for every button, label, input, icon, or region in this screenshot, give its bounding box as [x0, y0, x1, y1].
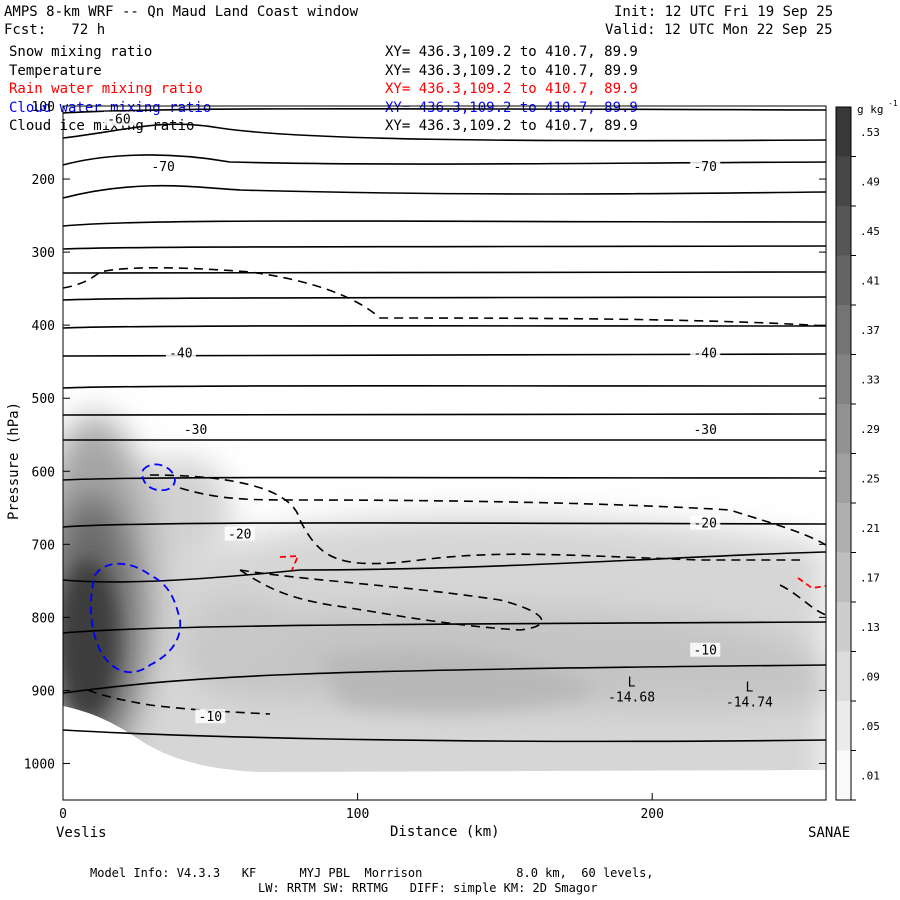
field-name-snow: Snow mixing ratio — [9, 44, 153, 60]
isotherm-label: -20 — [228, 528, 251, 543]
colorbar-swatch — [836, 255, 851, 306]
x-tick-label: 0 — [59, 807, 67, 822]
isotherms — [63, 107, 826, 743]
y-tick-label: 1000 — [24, 757, 55, 772]
y-axis-title: Pressure (hPa) — [6, 402, 22, 520]
colorbar-swatch — [836, 552, 851, 603]
plot-frame — [62, 105, 827, 801]
colorbar-swatch — [836, 305, 851, 355]
colorbar-label: .45 — [860, 225, 880, 238]
contour-labels: -70 -70-60-40 -40-30 -30-20-20-10-10L-14.68… — [103, 111, 773, 725]
colorbar-swatch — [836, 750, 851, 801]
colorbar-unit: g kg — [857, 103, 884, 116]
y-tick-label: 800 — [32, 611, 55, 626]
colorbar-swatch — [836, 354, 851, 405]
colorbar-frame — [835, 106, 852, 801]
start-location: Veslis — [56, 825, 107, 841]
colorbar-unit-exponent: -1 — [888, 99, 898, 108]
colorbar-swatch — [836, 206, 851, 256]
colorbar-swatch — [836, 503, 851, 553]
isotherm-label: -60 — [107, 113, 130, 128]
colorbar-label: .49 — [860, 175, 880, 188]
y-tick-label: 200 — [32, 173, 55, 188]
cloud-ice-contours — [63, 267, 826, 715]
field-xy-cloud-water: XY= 436.3,109.2 to 410.7, 89.9 — [385, 100, 638, 116]
y-tick-label: 500 — [32, 392, 55, 407]
end-location: SANAE — [808, 825, 850, 841]
colorbar-label: .53 — [860, 126, 880, 139]
colorbar-label: .17 — [860, 571, 880, 584]
x-tick-label: 100 — [346, 807, 369, 822]
colorbar-swatch — [836, 651, 851, 702]
colorbar-swatch — [836, 602, 851, 652]
plot-title: AMPS 8-km WRF -- Qn Maud Land Coast wind… — [4, 4, 359, 20]
y-tick-label: 100 — [32, 100, 55, 115]
forecast-hour: Fcst: 72 h — [4, 22, 106, 38]
colorbar-label: .01 — [860, 769, 880, 782]
valid-time: Valid: 12 UTC Mon 22 Sep 25 — [605, 22, 833, 38]
isotherm-label: -10 — [693, 644, 716, 659]
y-tick-label: 700 — [32, 538, 55, 553]
isotherm-label: -70 — [151, 160, 174, 175]
colorbar-swatch — [836, 404, 851, 454]
colorbar-label: .37 — [860, 324, 880, 337]
colorbar-swatch — [836, 453, 851, 504]
colorbar-label: .09 — [860, 670, 880, 683]
colorbar-label: .41 — [860, 274, 880, 287]
field-xy-cloud-ice: XY= 436.3,109.2 to 410.7, 89.9 — [385, 118, 638, 134]
field-name-temperature: Temperature — [9, 63, 102, 79]
colorbar-label: .33 — [860, 373, 880, 386]
cloud-water-contours — [90, 463, 182, 674]
axes: 100 200 300 400 500 600 700 800 900 1000 0 100 200 — [24, 100, 826, 822]
model-info-line2: LW: RRTM SW: RRTMG DIFF: simple KM: 2D S… — [258, 881, 598, 895]
field-name-rain: Rain water mixing ratio — [9, 81, 203, 97]
low-marker: L — [628, 675, 636, 690]
colorbar-label: .21 — [860, 522, 880, 535]
isotherm-label: -30 — [693, 423, 716, 438]
low-value: -14.68 — [608, 690, 655, 705]
colorbar-swatch — [836, 107, 851, 157]
colorbar-swatch — [836, 156, 851, 207]
isotherm-label: -70 — [693, 160, 716, 175]
isotherm-label: -30 — [184, 423, 207, 438]
colorbar-swatch — [836, 701, 851, 751]
isotherm-label: -40 — [693, 346, 716, 361]
field-xy-temperature: XY= 436.3,109.2 to 410.7, 89.9 — [385, 63, 638, 79]
y-tick-label: 900 — [32, 684, 55, 699]
field-xy-rain: XY= 436.3,109.2 to 410.7, 89.9 — [385, 81, 638, 97]
x-axis-title: Distance (km) — [390, 824, 500, 840]
isotherm-label: -10 — [199, 710, 222, 725]
colorbar: .53 .49 .45 .41 .37 .33 .29 .25 .21 .17 .13 .09 .05.… — [835, 99, 898, 801]
field-xy-snow: XY= 436.3,109.2 to 410.7, 89.9 — [385, 44, 638, 60]
low-value: -14.74 — [726, 695, 773, 710]
colorbar-label: .25 — [860, 472, 880, 485]
y-tick-label: 300 — [32, 246, 55, 261]
rain-contours — [279, 555, 827, 589]
colorbar-label: .05 — [860, 720, 880, 733]
isotherm-label: -20 — [693, 517, 716, 532]
init-time: Init: 12 UTC Fri 19 Sep 25 — [614, 4, 834, 20]
colorbar-label: .13 — [860, 621, 880, 634]
y-tick-label: 600 — [32, 465, 55, 480]
low-marker: L — [745, 680, 753, 695]
model-info-line1: Model Info: V4.3.3 KF MYJ PBL Morrison 8… — [90, 866, 654, 880]
snow-shading — [63, 415, 826, 800]
isotherm-label: -40 — [169, 346, 192, 361]
y-tick-label: 400 — [32, 319, 55, 334]
colorbar-label: .29 — [860, 423, 880, 436]
x-tick-label: 200 — [640, 807, 663, 822]
